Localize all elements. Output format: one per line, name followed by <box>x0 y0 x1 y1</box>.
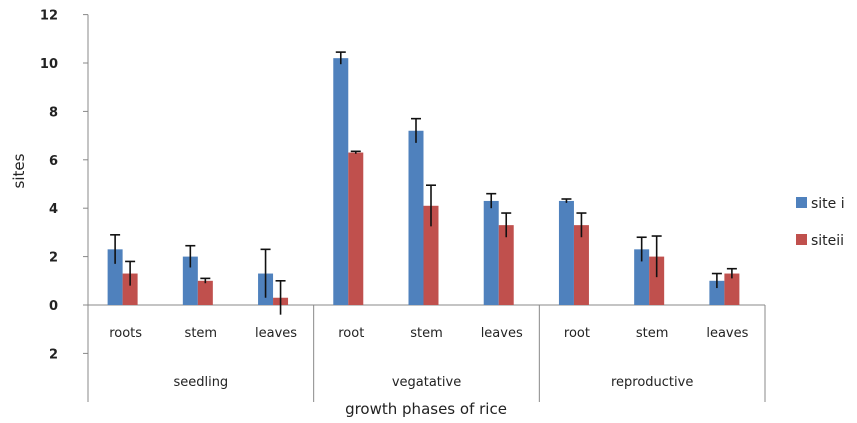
legend-label-site-ii: siteii <box>811 233 844 249</box>
bar-site-ii <box>423 205 439 305</box>
bar-site-i <box>182 256 198 305</box>
group-label: seedling <box>173 375 228 390</box>
bar-site-i <box>107 249 123 305</box>
y-tick-label: 0 <box>49 299 58 314</box>
legend-label-site-i: site i <box>811 196 845 212</box>
bar-site-i <box>634 249 650 305</box>
category-label: root <box>564 326 590 341</box>
category-label: stem <box>410 326 443 341</box>
category-label: root <box>338 326 364 341</box>
y-tick-label: 4 <box>49 202 58 217</box>
y-tick-label: 2 <box>49 347 58 362</box>
y-tick-label: 2 <box>49 251 58 266</box>
bar-site-i <box>709 280 725 305</box>
bar-site-i <box>483 200 499 305</box>
y-axis-title: sites <box>10 153 28 188</box>
category-label: leaves <box>481 326 523 341</box>
bar-site-ii <box>498 225 514 305</box>
category-label: stem <box>185 326 218 341</box>
legend-swatch-site-i <box>796 197 807 208</box>
x-axis-title: growth phases of rice <box>345 400 507 418</box>
bar-site-ii <box>649 256 665 305</box>
bar-site-i <box>408 130 424 305</box>
legend: site i siteii <box>796 196 845 249</box>
y-tick-label: 12 <box>40 9 58 24</box>
category-label: leaves <box>706 326 748 341</box>
bar-site-ii <box>197 280 213 305</box>
bar-site-ii <box>724 273 740 305</box>
y-tick-label: 6 <box>49 154 58 169</box>
y-tick-label: 10 <box>40 57 58 72</box>
bar-site-ii <box>122 273 138 305</box>
bar-site-i <box>333 58 349 305</box>
chart-marks: 12 10 8 6 4 2 0 2 seedling vegatative reproductive… <box>40 9 766 402</box>
group-label: vegatative <box>392 375 461 390</box>
category-label: stem <box>636 326 669 341</box>
bar-site-i <box>558 200 574 305</box>
legend-swatch-site-ii <box>796 234 807 245</box>
category-label: roots <box>109 326 142 341</box>
bar-site-ii <box>573 225 589 305</box>
group-label: reproductive <box>611 375 693 390</box>
y-tick-label: 8 <box>49 105 58 120</box>
bar-site-ii <box>348 152 364 305</box>
category-label: leaves <box>255 326 297 341</box>
